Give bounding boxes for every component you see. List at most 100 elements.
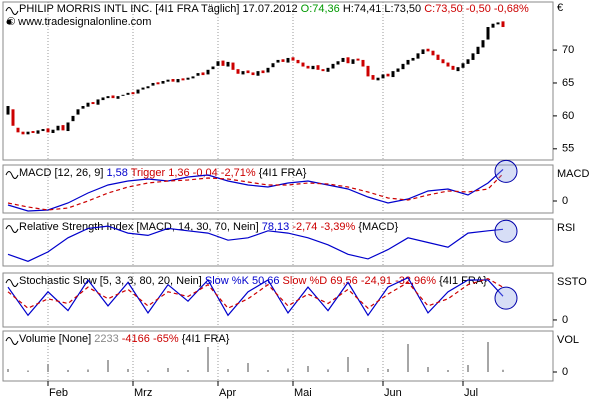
y-tick-label: 65	[562, 77, 574, 89]
candle	[466, 59, 470, 64]
indicator-line	[7, 225, 504, 262]
volume-bar	[467, 365, 469, 372]
indicator-icon	[5, 171, 19, 179]
title-part: PHILIP MORRIS INTL INC. [4I1 FRA Täglich…	[19, 3, 301, 15]
candle	[176, 79, 180, 83]
volume-bar	[7, 369, 9, 372]
candle	[131, 92, 135, 95]
panel-frame	[2, 164, 554, 214]
title-part: Relative Strength Index [MACD, 14, 30, 7…	[19, 221, 262, 233]
highlight-circle	[494, 219, 518, 243]
candle	[126, 92, 130, 95]
volume-bar	[27, 370, 29, 372]
candle	[81, 106, 85, 109]
volume-bar	[447, 370, 449, 372]
title-part: -0,04 -2,71%	[190, 167, 256, 179]
axis-label: VOL	[557, 334, 579, 346]
indicator-icon	[5, 7, 19, 15]
candle	[111, 95, 115, 99]
candle	[76, 109, 80, 115]
candle	[196, 73, 200, 76]
volume-bar	[407, 344, 409, 372]
subtitle: © www.tradesignalonline.com	[7, 16, 151, 28]
candle	[401, 63, 405, 70]
candle	[246, 70, 250, 74]
candle	[171, 79, 175, 82]
candle	[366, 65, 370, 77]
candle	[431, 50, 435, 56]
title-part: -2,74 -3,39%	[289, 221, 355, 233]
candle	[206, 69, 210, 75]
candle	[381, 74, 385, 79]
indicator-line	[7, 277, 504, 309]
title-part: 1,58	[106, 167, 127, 179]
candle	[481, 40, 485, 48]
volume-bar	[187, 370, 189, 372]
candle	[46, 128, 50, 133]
x-tick-label: Feb	[49, 387, 68, 399]
volume-bar	[307, 366, 309, 372]
y-tick-label: 0	[562, 314, 568, 326]
title-part: -4166 -65%	[119, 333, 179, 345]
axis-label: SSTO	[557, 276, 587, 288]
candle	[106, 96, 110, 99]
candle	[186, 77, 190, 80]
title-part: O:74,36	[301, 3, 340, 15]
candle	[441, 59, 445, 64]
candle	[56, 125, 60, 131]
panel-frame	[2, 330, 554, 382]
candle	[266, 67, 270, 73]
candle	[346, 57, 350, 64]
axis-label: €	[557, 2, 563, 14]
candle	[476, 46, 480, 55]
candle	[461, 63, 465, 68]
indicator-line	[7, 173, 504, 211]
candle	[236, 69, 240, 74]
candle	[101, 97, 105, 101]
candle	[261, 70, 265, 74]
candle	[351, 59, 355, 64]
candle	[491, 23, 495, 28]
candle	[231, 62, 235, 70]
title-part: {MACD}	[355, 221, 398, 233]
candle	[321, 69, 325, 72]
candle	[406, 59, 410, 65]
title-part: -24,91 -32,96%	[358, 275, 436, 287]
candle	[336, 61, 340, 65]
title-part: C:73,50 -0,50 -0,68%	[424, 3, 529, 15]
candle	[216, 61, 220, 66]
panel-frame	[2, 1, 554, 161]
panel-frame	[2, 272, 554, 328]
candle	[316, 65, 320, 70]
title-part: {4I1 FRA}	[256, 167, 307, 179]
candle	[66, 122, 70, 132]
candle	[16, 127, 20, 133]
candle	[436, 54, 440, 60]
volume-bar	[147, 370, 149, 372]
title-part: H:74,41 L:73,50	[340, 3, 424, 15]
candle	[241, 71, 245, 75]
candle	[166, 79, 170, 82]
candle	[416, 53, 420, 59]
candle	[146, 86, 150, 89]
title-part: Trigger 1,36	[128, 167, 190, 179]
y-tick-label: 55	[562, 143, 574, 155]
axis-label: RSI	[557, 222, 575, 234]
indicator-icon	[5, 337, 19, 345]
candle	[211, 66, 215, 70]
candle	[161, 81, 165, 84]
volume-bar	[427, 367, 429, 372]
candle	[61, 125, 65, 131]
volume-bar	[287, 368, 289, 372]
candle	[136, 89, 140, 94]
candle	[426, 48, 430, 52]
y-tick-label: 60	[562, 110, 574, 122]
title-part: {4I1 FRA}	[179, 333, 230, 345]
y-tick-label: 70	[562, 44, 574, 56]
candle	[301, 62, 305, 67]
axis-label: MACD	[557, 168, 589, 180]
x-tick-label: Mrz	[134, 387, 152, 399]
candle	[376, 77, 380, 81]
title-part: Stochastic Slow [5, 3, 3, 80, 20, Nein]	[19, 275, 205, 287]
candle	[286, 57, 290, 63]
